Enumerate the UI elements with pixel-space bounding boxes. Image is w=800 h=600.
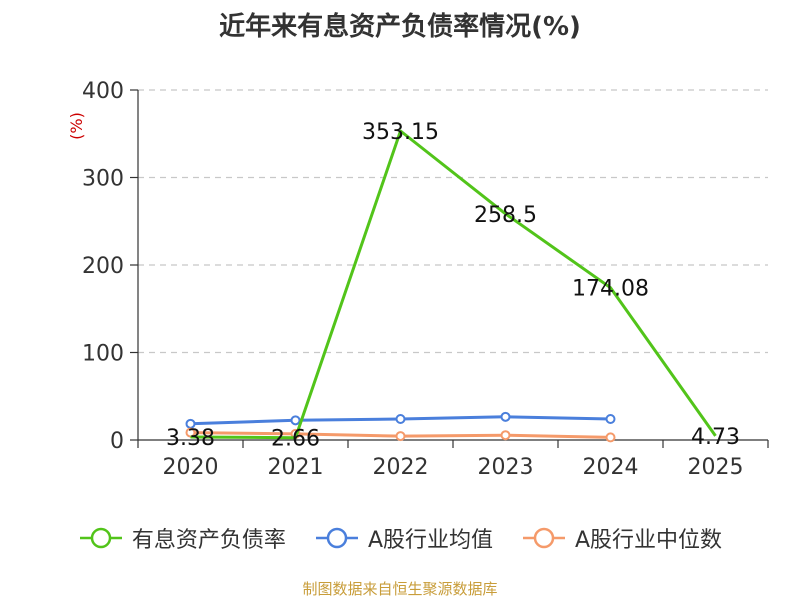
y-tick-label: 400 [82, 79, 124, 104]
x-tick-label: 2023 [478, 455, 534, 480]
data-label: 258.5 [474, 203, 537, 228]
y-tick-label: 100 [82, 342, 124, 367]
legend-item[interactable]: A股行业均值 [314, 522, 493, 554]
series-point-2 [185, 427, 196, 438]
legend: 有息资产负债率 A股行业均值 A股行业中位数 [0, 518, 800, 558]
grid-layer [138, 89, 768, 354]
series-point-1 [605, 414, 616, 424]
label-layer: 3.38 2.66 353.15 258.5 174.08 4.73 [166, 120, 740, 452]
legend-label: A股行业中位数 [575, 528, 723, 553]
series-point-2 [500, 430, 511, 441]
series-point-1 [395, 414, 406, 424]
series-line-0 [190, 129, 717, 440]
x-tick-label: 2024 [583, 455, 639, 480]
legend-label: A股行业均值 [367, 528, 493, 553]
series-point-2 [395, 431, 406, 442]
source-note: 制图数据来自恒生聚源数据库 [302, 580, 498, 598]
legend-swatch-icon [315, 527, 358, 549]
y-tick-label: 0 [110, 429, 124, 454]
data-label: 353.15 [362, 120, 439, 145]
y-tick-label: 200 [82, 254, 124, 279]
y-axis-label: (%) [67, 112, 86, 140]
chart-title: 近年来有息资产负债率情况(%) [219, 12, 581, 42]
legend-label: 有息资产负债率 [131, 528, 286, 553]
axis-layer: 0 100 200 300 400 2020 2021 2022 2023 2024 2025 (%) [67, 79, 769, 480]
data-label: 4.73 [691, 425, 740, 450]
series-point-1 [290, 415, 301, 426]
data-label: 2.66 [271, 427, 320, 452]
legend-item[interactable]: 有息资产负债率 [78, 522, 286, 554]
legend-swatch-icon [79, 527, 122, 549]
series-point-1 [500, 411, 511, 422]
y-tick-label: 300 [82, 167, 124, 192]
x-tick-label: 2025 [688, 455, 744, 480]
data-label: 174.08 [572, 277, 649, 302]
data-label: 3.38 [166, 426, 215, 451]
x-tick-label: 2021 [268, 455, 324, 480]
series-point-2 [605, 432, 616, 443]
x-tick-label: 2020 [163, 455, 219, 480]
legend-item[interactable]: A股行业中位数 [521, 522, 722, 554]
legend-swatch-icon [523, 527, 565, 549]
x-tick-label: 2022 [373, 455, 429, 480]
series-layer [185, 129, 717, 443]
